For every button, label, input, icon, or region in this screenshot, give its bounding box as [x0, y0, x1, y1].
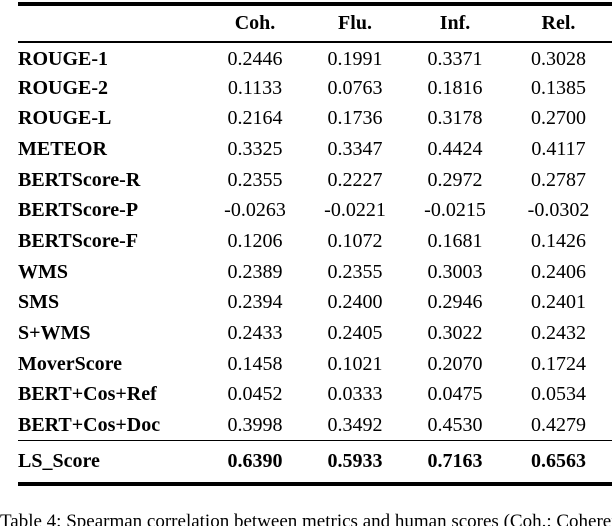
table-row: BERT+Cos+Doc 0.3998 0.3492 0.4530 0.4279: [18, 410, 612, 441]
value-cell: 0.3325: [227, 137, 283, 160]
value-cell: 0.1426: [531, 229, 586, 252]
value-cell: 0.1816: [427, 76, 483, 99]
value-cell: 0.0534: [531, 383, 586, 406]
value-cell: 0.2433: [227, 322, 283, 345]
table-row: ROUGE-L 0.2164 0.1736 0.3178 0.2700: [18, 103, 612, 134]
table-row: MoverScore 0.1458 0.1021 0.2070 0.1724: [18, 349, 612, 380]
value-cell: 0.1736: [327, 107, 383, 130]
value-cell: 0.2164: [227, 107, 283, 130]
value-cell: 0.2355: [227, 168, 283, 191]
value-cell: 0.1991: [327, 47, 383, 70]
metric-label: METEOR: [18, 137, 107, 160]
value-cell: 0.3347: [327, 137, 383, 160]
value-cell: 0.3022: [427, 322, 483, 345]
column-header-inf: Inf.: [405, 4, 505, 43]
table-row: BERTScore-P -0.0263 -0.0221 -0.0215 -0.0302: [18, 195, 612, 226]
table-row-ls-score: LS_Score 0.6390 0.5933 0.7163 0.6563: [18, 440, 612, 486]
table-caption: Table 4: Spearman correlation between me…: [0, 511, 612, 526]
value-cell: -0.0215: [424, 199, 486, 222]
metric-label: BERTScore-R: [18, 168, 141, 191]
table-row: BERTScore-F 0.1206 0.1072 0.1681 0.1426: [18, 226, 612, 257]
value-cell: 0.2389: [227, 260, 283, 283]
table-row: S+WMS 0.2433 0.2405 0.3022 0.2432: [18, 318, 612, 349]
value-cell: 0.2227: [327, 168, 383, 191]
metric-label: BERTScore-F: [18, 229, 139, 252]
metric-label: BERT+Cos+Doc: [18, 413, 161, 436]
table-row: BERTScore-R 0.2355 0.2227 0.2972 0.2787: [18, 165, 612, 196]
column-header-coh: Coh.: [205, 4, 305, 43]
value-cell: 0.2432: [531, 322, 586, 345]
value-cell: 0.5933: [305, 440, 405, 486]
value-cell: 0.1385: [531, 76, 586, 99]
value-cell: 0.3492: [327, 413, 383, 436]
value-cell: 0.3178: [427, 107, 483, 130]
value-cell: 0.4530: [427, 413, 483, 436]
metric-label: BERT+Cos+Ref: [18, 383, 157, 406]
value-cell: 0.2972: [427, 168, 483, 191]
value-cell: 0.3003: [427, 260, 483, 283]
value-cell: 0.2405: [327, 322, 383, 345]
value-cell: 0.1681: [427, 229, 483, 252]
value-cell: -0.0263: [224, 199, 286, 222]
value-cell: 0.2394: [227, 291, 283, 314]
value-cell: 0.1072: [327, 229, 383, 252]
metric-label: ROUGE-1: [18, 47, 108, 70]
value-cell: -0.0221: [324, 199, 386, 222]
value-cell: 0.4117: [531, 137, 586, 160]
table-row: WMS 0.2389 0.2355 0.3003 0.2406: [18, 257, 612, 288]
value-cell: 0.7163: [405, 440, 505, 486]
value-cell: -0.0302: [527, 199, 590, 222]
table-row: SMS 0.2394 0.2400 0.2946 0.2401: [18, 288, 612, 319]
value-cell: 0.2355: [327, 260, 383, 283]
metric-label: ROUGE-L: [18, 107, 112, 130]
value-cell: 0.6563: [505, 440, 612, 486]
value-cell: 0.1206: [227, 229, 283, 252]
table-row: ROUGE-1 0.2446 0.1991 0.3371 0.3028: [18, 42, 612, 73]
metric-label: WMS: [18, 260, 68, 283]
value-cell: 0.1724: [531, 352, 586, 375]
header-row: Coh. Flu. Inf. Rel.: [18, 4, 612, 43]
table-row: METEOR 0.3325 0.3347 0.4424 0.4117: [18, 134, 612, 165]
metric-label: SMS: [18, 291, 60, 314]
metric-label: LS_Score: [18, 440, 205, 486]
value-cell: 0.2406: [531, 260, 586, 283]
value-cell: 0.2401: [531, 291, 586, 314]
value-cell: 0.3028: [531, 47, 586, 70]
column-header-flu: Flu.: [305, 4, 405, 43]
column-header-rel: Rel.: [505, 4, 612, 43]
value-cell: 0.2700: [531, 107, 586, 130]
header-empty-cell: [18, 4, 205, 43]
value-cell: 0.1133: [227, 76, 283, 99]
value-cell: 0.0333: [327, 383, 383, 406]
metric-label: MoverScore: [18, 352, 123, 375]
value-cell: 0.3371: [427, 47, 483, 70]
value-cell: 0.1021: [327, 352, 383, 375]
table-row: BERT+Cos+Ref 0.0452 0.0333 0.0475 0.0534: [18, 380, 612, 411]
metric-label: S+WMS: [18, 322, 91, 345]
value-cell: 0.0452: [227, 383, 283, 406]
value-cell: 0.4279: [531, 413, 586, 436]
correlation-table: Coh. Flu. Inf. Rel. ROUGE-1 0.2446 0.1991 0…: [18, 2, 612, 486]
value-cell: 0.2446: [227, 47, 283, 70]
value-cell: 0.3998: [227, 413, 283, 436]
value-cell: 0.2787: [531, 168, 586, 191]
value-cell: 0.2946: [427, 291, 483, 314]
metric-label: ROUGE-2: [18, 76, 108, 99]
value-cell: 0.0475: [427, 383, 483, 406]
value-cell: 0.6390: [205, 440, 305, 486]
value-cell: 0.1458: [227, 352, 283, 375]
value-cell: 0.4424: [427, 137, 483, 160]
value-cell: 0.2070: [427, 352, 483, 375]
metric-label: BERTScore-P: [18, 199, 139, 222]
value-cell: 0.0763: [327, 76, 383, 99]
value-cell: 0.2400: [327, 291, 383, 314]
table-row: ROUGE-2 0.1133 0.0763 0.1816 0.1385: [18, 73, 612, 104]
